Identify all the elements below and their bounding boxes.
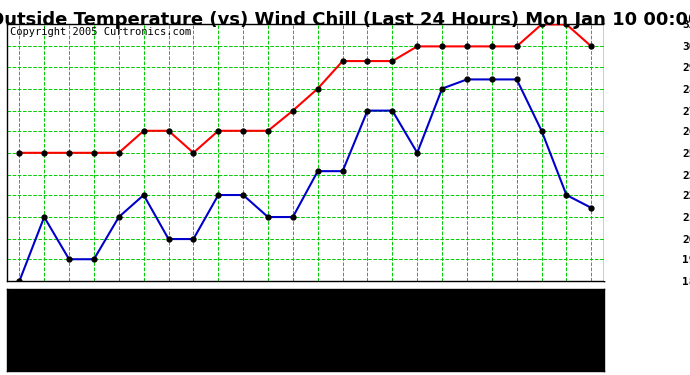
- Text: Copyright 2005 Curtronics.com: Copyright 2005 Curtronics.com: [10, 27, 191, 37]
- Text: Outside Temperature (vs) Wind Chill (Last 24 Hours) Mon Jan 10 00:00: Outside Temperature (vs) Wind Chill (Las…: [0, 11, 690, 29]
